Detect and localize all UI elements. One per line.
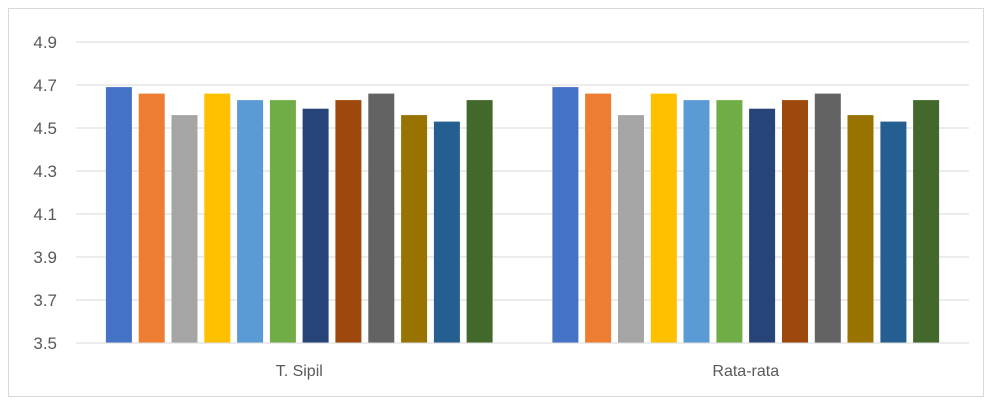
bar — [335, 100, 362, 343]
bar — [269, 100, 296, 343]
y-tick-label: 3.9 — [33, 248, 57, 267]
y-tick-label: 4.7 — [33, 76, 57, 95]
bar — [650, 93, 677, 343]
bar — [749, 108, 776, 343]
y-tick-label: 4.3 — [33, 162, 57, 181]
bar — [683, 100, 710, 343]
bar — [433, 121, 460, 343]
y-tick-label: 3.7 — [33, 291, 57, 310]
bar — [847, 115, 874, 343]
bar — [171, 115, 198, 343]
bar — [105, 87, 132, 343]
y-tick-label: 4.1 — [33, 205, 57, 224]
bar — [814, 93, 841, 343]
bar — [552, 87, 579, 343]
y-tick-label: 4.5 — [33, 119, 57, 138]
y-axis-tick-labels: 3.5 3.7 3.9 4.1 4.3 4.5 4.7 4.9 — [33, 33, 57, 353]
bar — [368, 93, 395, 343]
bars — [105, 87, 940, 343]
bar — [880, 121, 907, 343]
chart-frame: 3.5 3.7 3.9 4.1 4.3 4.5 4.7 4.9 T. Sipil Rata-ra… — [8, 8, 984, 397]
bar-chart: 3.5 3.7 3.9 4.1 4.3 4.5 4.7 4.9 T. Sipil Rata-ra… — [33, 33, 969, 380]
bar — [237, 100, 264, 343]
bar — [913, 100, 940, 343]
bar — [585, 93, 612, 343]
bar — [401, 115, 428, 343]
bar — [618, 115, 644, 343]
x-axis-tick-labels: T. Sipil Rata-rata — [276, 363, 780, 380]
bar — [716, 100, 743, 343]
bar — [138, 93, 165, 343]
x-tick-label: T. Sipil — [276, 363, 323, 380]
bar — [204, 93, 231, 343]
bar — [302, 108, 329, 343]
bar — [466, 100, 493, 343]
y-tick-label: 4.9 — [33, 33, 57, 52]
y-tick-label: 3.5 — [33, 334, 57, 353]
x-tick-label: Rata-rata — [712, 363, 779, 380]
bar — [782, 100, 808, 343]
